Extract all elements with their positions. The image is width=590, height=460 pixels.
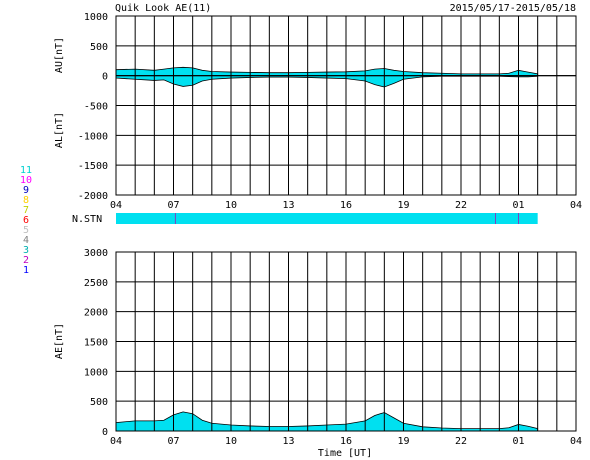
legend-number: 1 bbox=[23, 265, 29, 276]
legend-number: 6 bbox=[23, 215, 29, 226]
chart-title: Quik Look AE(11) bbox=[115, 3, 211, 14]
au-al-y-tick-label: 500 bbox=[90, 42, 108, 53]
legend-number: 2 bbox=[23, 255, 29, 266]
ae-x-tick-label: 04 bbox=[110, 436, 122, 447]
au-al-panel: 1000 500 0 -500 -1000 -1500 -2000 04 07 10 13 16 19… bbox=[54, 12, 582, 211]
ae-x-tick-label: 10 bbox=[225, 436, 237, 447]
ae-x-tick-label: 04 bbox=[570, 436, 582, 447]
au-al-y-tick-label: -2000 bbox=[78, 191, 108, 202]
legend-number: 9 bbox=[23, 185, 29, 196]
legend-number: 7 bbox=[23, 205, 29, 216]
au-al-x-tick-label: 16 bbox=[340, 200, 352, 211]
ae-x-tick-label: 16 bbox=[340, 436, 352, 447]
au-al-x-tick-label: 04 bbox=[110, 200, 122, 211]
au-al-y-tick-label: 1000 bbox=[84, 12, 108, 23]
ae-y-tick-label: 2000 bbox=[84, 308, 108, 319]
ae-x-tick-label: 07 bbox=[167, 436, 179, 447]
legend-number: 3 bbox=[23, 245, 29, 256]
date-range: 2015/05/17-2015/05/18 bbox=[450, 3, 576, 14]
station-count-bar bbox=[116, 213, 538, 224]
au-al-x-tick-label: 01 bbox=[512, 200, 524, 211]
ae-x-tick-label: 13 bbox=[282, 436, 294, 447]
au-al-y-tick-label: -1500 bbox=[78, 161, 108, 172]
legend-number: 5 bbox=[23, 225, 29, 236]
ae-x-tick-label: 19 bbox=[397, 436, 409, 447]
station-count-label: N.STN bbox=[72, 214, 102, 225]
time-axis-label: Time [UT] bbox=[318, 448, 372, 459]
ae-y-tick-label: 1500 bbox=[84, 338, 108, 349]
legend-number: 11 bbox=[20, 165, 32, 176]
au-al-y-tick-label: 0 bbox=[102, 72, 108, 83]
al-axis-label: AL[nT] bbox=[54, 112, 65, 148]
au-al-x-tick-label: 13 bbox=[282, 200, 294, 211]
ae-y-tick-label: 1000 bbox=[84, 367, 108, 378]
ae-y-tick-label: 500 bbox=[90, 397, 108, 408]
ae-y-tick-label: 2500 bbox=[84, 278, 108, 289]
ae-y-tick-label: 0 bbox=[102, 427, 108, 438]
station-count-panel: N.STN bbox=[72, 213, 538, 225]
legend-number: 10 bbox=[20, 175, 32, 186]
legend-number: 8 bbox=[23, 195, 29, 206]
ae-y-tick-label: 3000 bbox=[84, 248, 108, 259]
au-al-y-tick-label: -500 bbox=[84, 102, 108, 113]
ae-axis-label: AE[nT] bbox=[54, 323, 65, 359]
ae-x-tick-label: 01 bbox=[512, 436, 524, 447]
ae-x-tick-label: 22 bbox=[455, 436, 467, 447]
ae-panel: 3000 2500 2000 1500 1000 500 0 04 07 10 13 16 19 22 0… bbox=[54, 248, 582, 459]
au-al-y-tick-label: -1000 bbox=[78, 131, 108, 142]
au-al-x-tick-label: 10 bbox=[225, 200, 237, 211]
au-al-x-tick-label: 19 bbox=[397, 200, 409, 211]
au-al-x-tick-label: 22 bbox=[455, 200, 467, 211]
legend-number: 4 bbox=[23, 235, 29, 246]
au-axis-label: AU[nT] bbox=[54, 37, 65, 73]
au-al-x-tick-label: 07 bbox=[167, 200, 179, 211]
au-al-x-tick-label: 04 bbox=[570, 200, 582, 211]
